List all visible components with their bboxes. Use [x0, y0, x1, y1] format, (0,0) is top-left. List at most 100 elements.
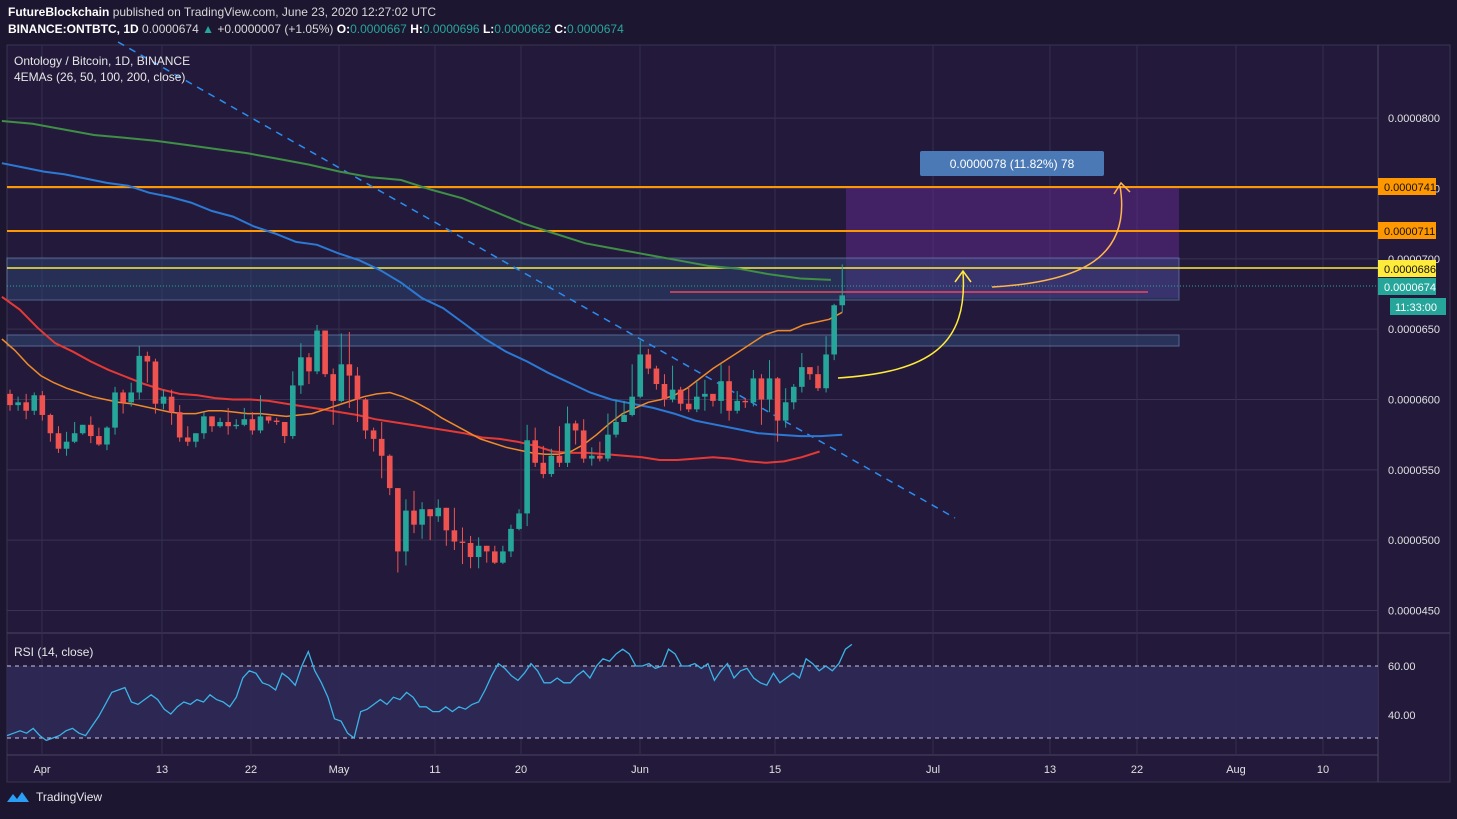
candle-body[interactable] [201, 416, 207, 434]
candle-body[interactable] [184, 437, 191, 442]
candle-body[interactable] [435, 507, 442, 517]
projection-arrow-2[interactable] [991, 185, 1123, 288]
candle-body[interactable] [128, 392, 134, 403]
candle-body[interactable] [613, 421, 619, 435]
support-zone[interactable] [6, 334, 1180, 347]
candle-body[interactable] [330, 374, 336, 401]
candle-body[interactable] [831, 305, 837, 355]
candle-body[interactable] [556, 455, 563, 463]
candle-body[interactable] [314, 330, 320, 372]
candle-body[interactable] [483, 545, 490, 552]
candle-body[interactable] [758, 378, 765, 400]
candle-body[interactable] [766, 378, 773, 400]
candle-body[interactable] [257, 416, 264, 431]
candle-body[interactable] [233, 424, 240, 427]
candle-body[interactable] [492, 551, 498, 563]
candle-body[interactable] [338, 364, 345, 401]
time-axis[interactable]: Apr 13 22 May 11 20 Jun 15 Jul 13 22 Aug 10 [33, 764, 1329, 776]
brand-name[interactable]: TradingView [36, 790, 103, 804]
candle-body[interactable] [669, 389, 676, 400]
trend-line[interactable] [117, 41, 956, 519]
candle-body[interactable] [395, 488, 401, 552]
candle-body[interactable] [799, 367, 805, 387]
candle-body[interactable] [774, 378, 781, 421]
resistance-zone[interactable] [6, 257, 1180, 301]
candle-body[interactable] [508, 528, 514, 552]
candle-body[interactable] [653, 368, 660, 385]
candle-body[interactable] [249, 419, 256, 431]
candle-body[interactable] [298, 357, 304, 386]
candle-body[interactable] [524, 440, 530, 514]
candle-body[interactable] [588, 455, 595, 459]
candle-body[interactable] [427, 509, 433, 517]
candle-body[interactable] [580, 430, 587, 459]
candle-body[interactable] [677, 389, 684, 404]
candle-body[interactable] [734, 400, 740, 411]
candle-body[interactable] [370, 430, 377, 439]
candle-body[interactable] [790, 386, 797, 403]
author-name[interactable]: FutureBlockchain [8, 5, 110, 19]
candle-body[interactable] [281, 421, 288, 437]
price-axis[interactable]: 0.00008000.00007500.00007000.00006500.00… [1388, 113, 1440, 617]
candle-body[interactable] [152, 361, 159, 404]
candle-body[interactable] [540, 462, 547, 475]
candle-body[interactable] [807, 367, 813, 375]
candle-body[interactable] [71, 433, 78, 442]
candle-body[interactable] [290, 385, 296, 437]
candle-body[interactable] [241, 419, 248, 425]
candle-body[interactable] [378, 438, 385, 456]
candle-body[interactable] [823, 354, 829, 389]
candle-body[interactable] [637, 354, 644, 397]
candle-body[interactable] [176, 412, 183, 438]
candle-body[interactable] [306, 357, 312, 372]
candle-body[interactable] [621, 414, 627, 422]
candle-body[interactable] [88, 424, 94, 437]
candle-body[interactable] [273, 420, 280, 422]
candle-body[interactable] [459, 541, 466, 543]
candle-body[interactable] [354, 375, 361, 400]
candle-body[interactable] [39, 395, 46, 415]
candle-body[interactable] [144, 355, 151, 362]
candle-body[interactable] [193, 433, 199, 442]
candle-body[interactable] [386, 455, 393, 489]
candle-body[interactable] [15, 402, 21, 406]
candle-body[interactable] [629, 396, 635, 415]
candle-body[interactable] [362, 399, 369, 431]
candle-body[interactable] [710, 393, 716, 401]
candle-body[interactable] [742, 400, 749, 403]
projection-box[interactable] [846, 186, 1179, 298]
candle-body[interactable] [403, 510, 409, 552]
candle-body[interactable] [63, 441, 70, 449]
candle-body[interactable] [516, 513, 522, 529]
candle-body[interactable] [7, 393, 13, 406]
candle-body[interactable] [112, 392, 118, 428]
candle-body[interactable] [322, 330, 328, 375]
candle-body[interactable] [451, 530, 458, 542]
candle-body[interactable] [217, 421, 223, 427]
candle-body[interactable] [467, 542, 474, 558]
candle-body[interactable] [136, 355, 143, 393]
candle-body[interactable] [702, 393, 708, 397]
candle-body[interactable] [411, 510, 417, 525]
candle-body[interactable] [79, 424, 86, 434]
candle-body[interactable] [265, 416, 272, 421]
candle-body[interactable] [718, 381, 724, 401]
candle-body[interactable] [47, 414, 54, 434]
candle-body[interactable] [500, 551, 506, 563]
candle-body[interactable] [209, 416, 215, 427]
candle-body[interactable] [168, 396, 175, 413]
candle-body[interactable] [597, 455, 603, 459]
candle-body[interactable] [532, 440, 538, 463]
candle-body[interactable] [96, 436, 102, 445]
candle-body[interactable] [605, 434, 611, 459]
candle-body[interactable] [645, 354, 652, 369]
candle-body[interactable] [572, 423, 579, 431]
candle-body[interactable] [782, 402, 789, 421]
candle-body[interactable] [120, 392, 126, 403]
candle-body[interactable] [31, 395, 38, 411]
candle-body[interactable] [815, 374, 821, 389]
candle-body[interactable] [839, 295, 846, 306]
candle-body[interactable] [55, 433, 62, 449]
candle-body[interactable] [661, 384, 668, 400]
